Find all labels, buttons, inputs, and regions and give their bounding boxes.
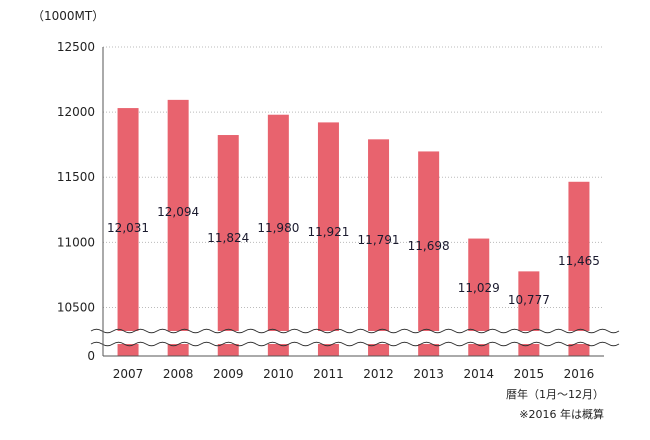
data-label: 11,980 (257, 221, 299, 235)
data-label: 11,921 (307, 225, 349, 239)
data-label: 12,094 (157, 205, 199, 219)
x-tick-label: 2009 (213, 367, 244, 381)
x-tick-label: 2015 (514, 367, 545, 381)
data-label: 11,824 (207, 231, 249, 245)
bar (368, 139, 390, 356)
data-label: 11,791 (358, 233, 400, 247)
data-label: 11,698 (408, 239, 450, 253)
x-tick-label: 2016 (564, 367, 595, 381)
x-tick-label: 2010 (263, 367, 294, 381)
data-label: 10,777 (508, 293, 550, 307)
bar (117, 108, 139, 356)
x-tick-label: 2007 (113, 367, 144, 381)
bar (568, 181, 590, 356)
data-label: 11,465 (558, 254, 600, 268)
y-tick-label: 11500 (57, 170, 95, 184)
axis-break-line-top (90, 328, 620, 334)
data-label: 12,031 (107, 221, 149, 235)
y-tick-label: 0 (87, 349, 95, 363)
data-label: 11,029 (458, 281, 500, 295)
y-tick-label: 11000 (57, 235, 95, 249)
x-axis-label: 暦年（1月〜12月） (506, 387, 604, 401)
x-tick-label: 2013 (413, 367, 444, 381)
footnote: ※2016 年は概算 (519, 407, 604, 421)
bar (317, 122, 339, 356)
y-axis-unit-label: （1000MT） (32, 9, 104, 23)
x-tick-label: 2008 (163, 367, 194, 381)
y-tick-label: 12500 (57, 40, 95, 54)
axis-break-band (91, 331, 608, 344)
x-tick-label: 2011 (313, 367, 344, 381)
x-tick-label: 2012 (363, 367, 394, 381)
bar (267, 114, 289, 357)
bar (167, 99, 189, 356)
y-tick-label: 12000 (57, 105, 95, 119)
bar (418, 151, 440, 356)
bar (468, 238, 490, 356)
x-tick-label: 2014 (463, 367, 494, 381)
y-tick-label: 10500 (57, 300, 95, 314)
bar (217, 135, 239, 356)
axis-break-line-bottom (90, 341, 620, 347)
